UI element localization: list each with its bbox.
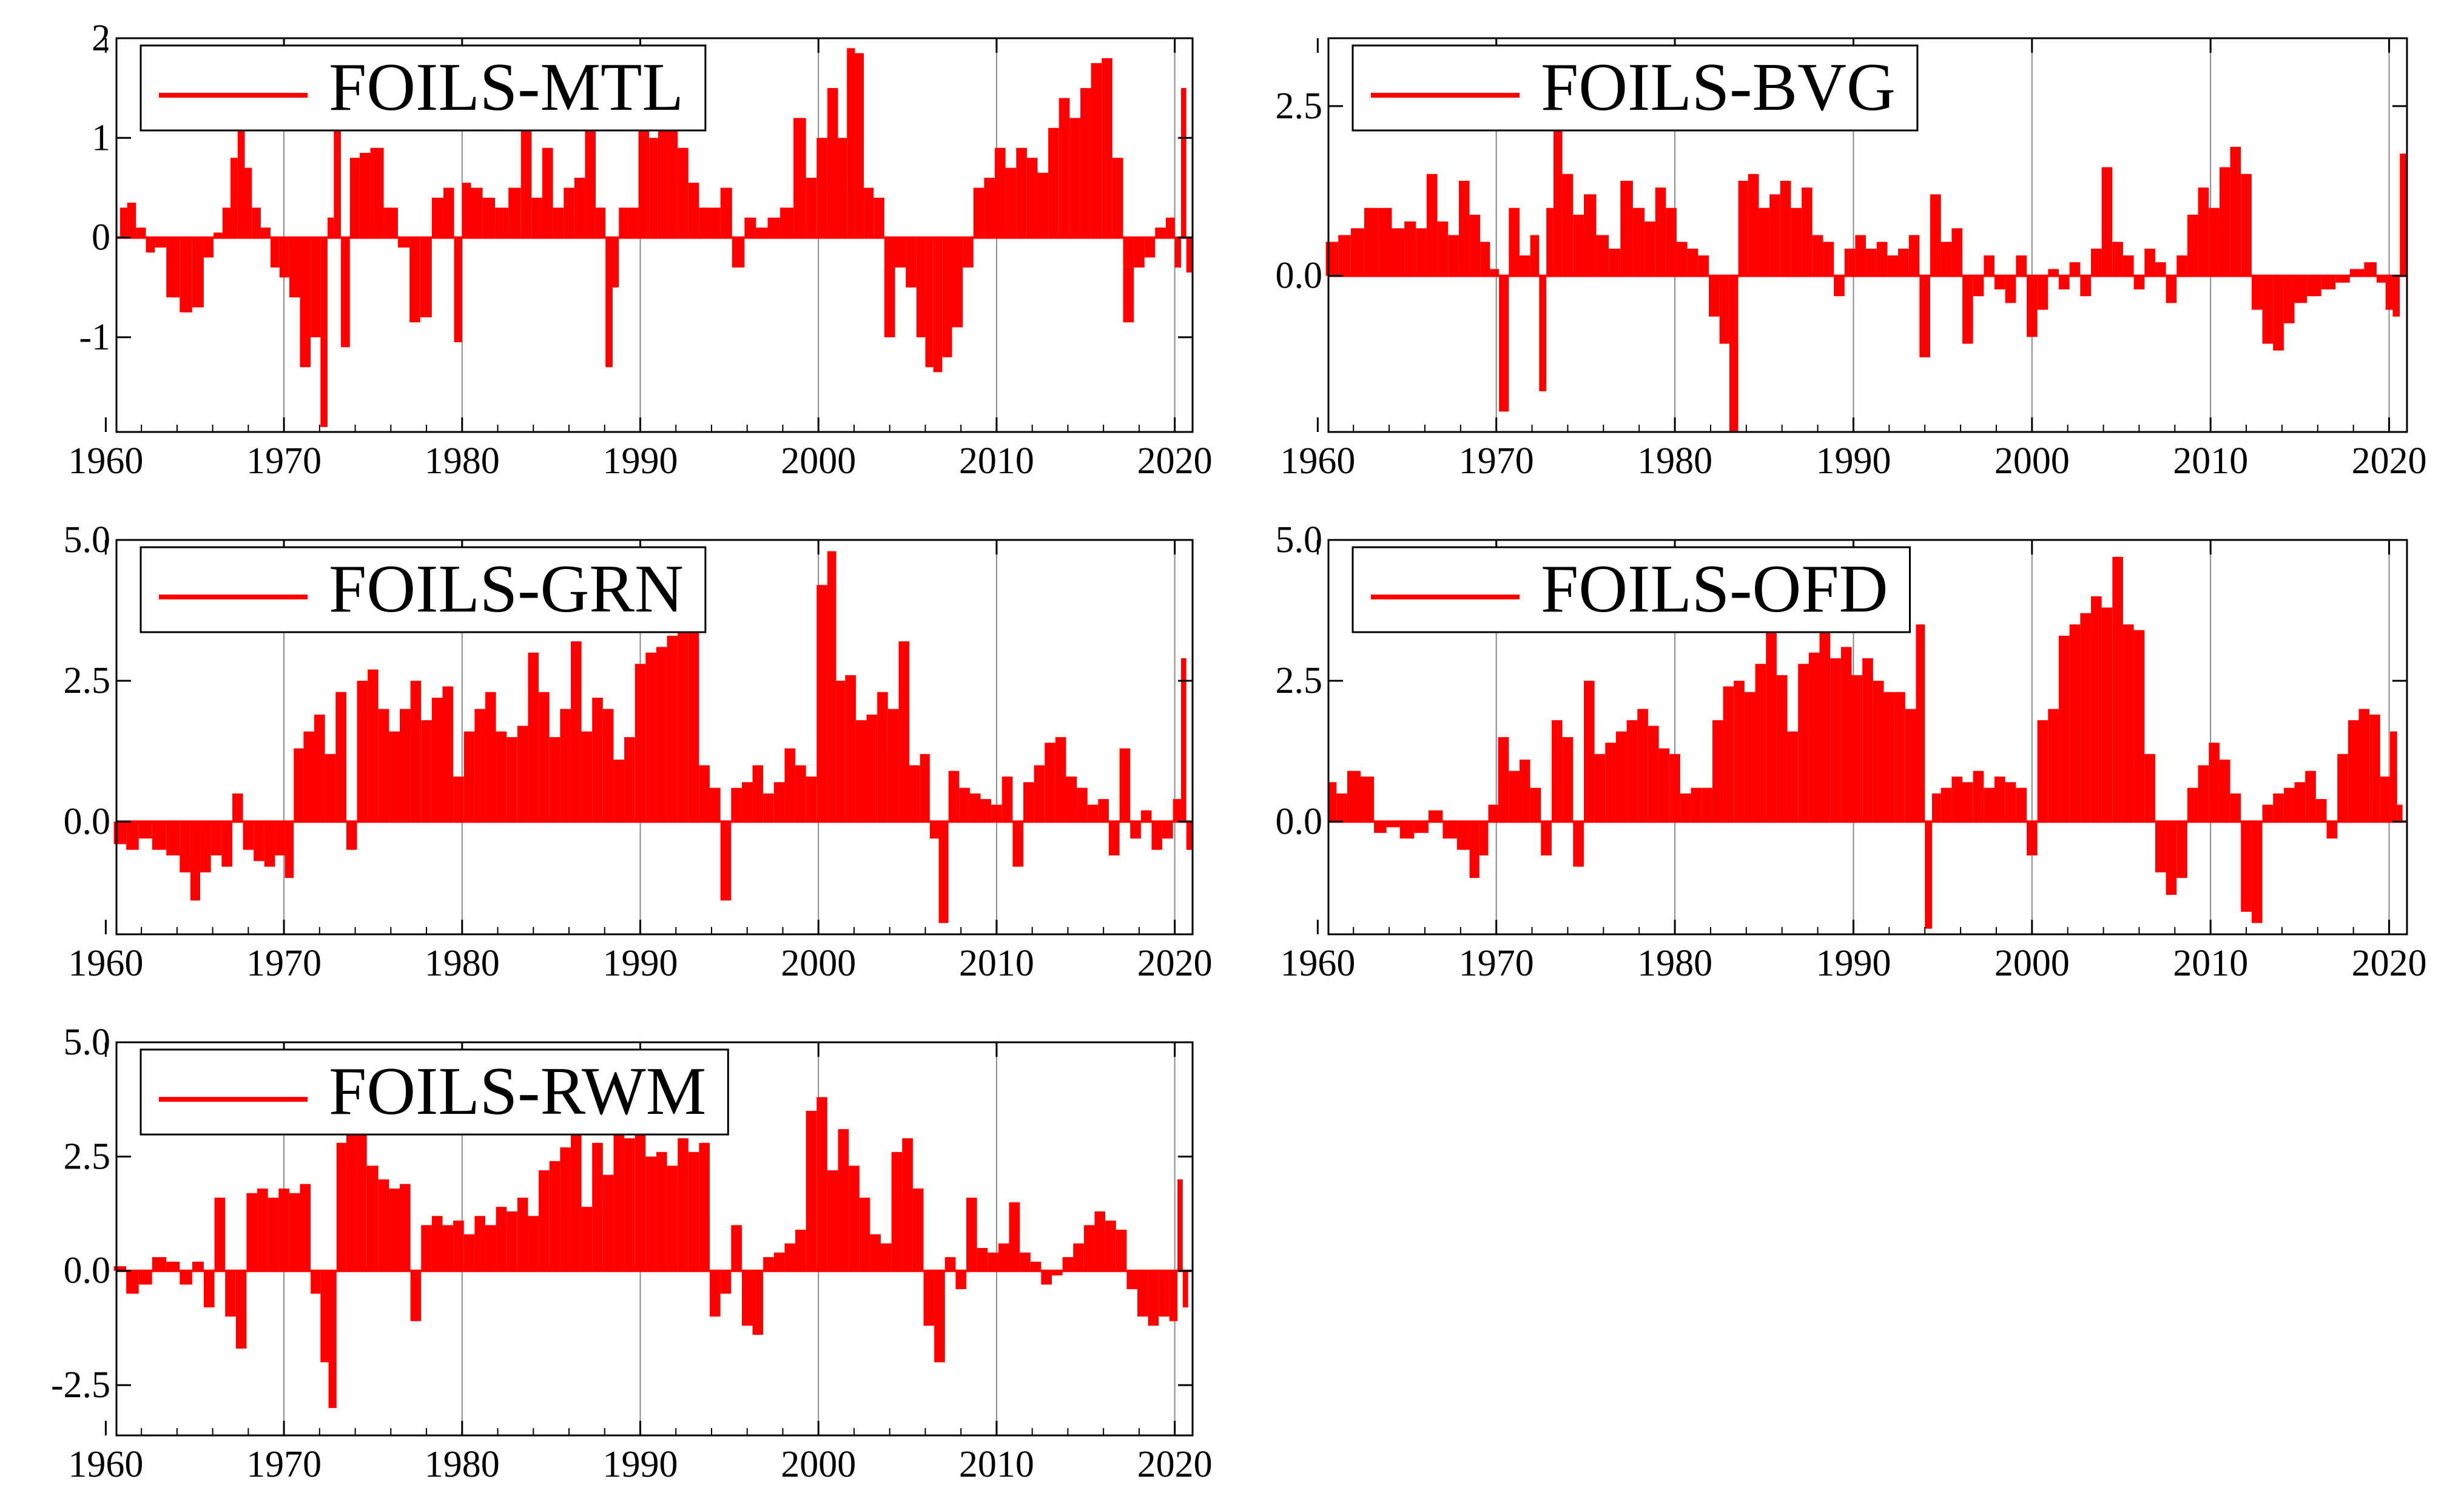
x-tick-label-bvg-1960: 1960 <box>1280 440 1355 482</box>
x-tick-label-bvg-1970: 1970 <box>1459 440 1534 482</box>
x-tick-label-ofd-1970: 1970 <box>1459 943 1534 984</box>
x-tick-label-rwm-2020: 2020 <box>1137 1444 1213 1485</box>
x-tick-label-grn-2000: 2000 <box>781 943 856 984</box>
x-tick-label-grn-1970: 1970 <box>246 943 321 984</box>
x-tick-label-grn-1980: 1980 <box>425 943 500 984</box>
x-tick-label-mtl-1970: 1970 <box>246 440 321 482</box>
y-tick-label-ofd-2-5: 2.5 <box>1276 660 1323 701</box>
y-tick-label-rwm-2-5: 2.5 <box>64 1136 111 1177</box>
y-tick-label-mtl-2: 2 <box>92 18 110 59</box>
x-tick-label-rwm-1960: 1960 <box>68 1444 143 1485</box>
legend-box-grn <box>140 546 707 633</box>
x-tick-label-mtl-1990: 1990 <box>603 440 678 482</box>
panel-foils-grn: 1960 1970 1980 1990 2000 2010 2020 0.0 2.5 5.0 FOI… <box>64 519 1213 984</box>
legend-box-ofd <box>1351 546 1911 633</box>
x-tick-label-bvg-1980: 1980 <box>1637 440 1712 482</box>
x-tick-label-rwm-1980: 1980 <box>425 1444 500 1485</box>
legend-box-bvg <box>1351 44 1919 132</box>
y-tick-label-ofd-0-0: 0.0 <box>1276 801 1323 842</box>
plot-frame-mtl <box>115 37 1194 433</box>
plot-frame-ofd <box>1327 539 2408 936</box>
plot-frame-rwm <box>115 1041 1194 1437</box>
legend-label-foils-mtl: FOILS-MTL <box>329 50 684 125</box>
x-tick-label-grn-2020: 2020 <box>1137 943 1213 984</box>
x-tick-label-ofd-1980: 1980 <box>1637 943 1712 984</box>
bar-rwm-98 <box>1169 1270 1178 1321</box>
x-tick-label-ofd-2020: 2020 <box>2352 943 2427 984</box>
x-tick-label-bvg-2020: 2020 <box>2352 440 2427 482</box>
bar-grn-99 <box>1173 799 1181 822</box>
x-tick-label-rwm-1970: 1970 <box>246 1444 321 1485</box>
x-tick-label-grn-1990: 1990 <box>603 943 678 984</box>
y-tick-label-grn-5-0: 5.0 <box>64 519 111 561</box>
x-tick-label-mtl-1980: 1980 <box>425 440 500 482</box>
x-tick-label-grn-2010: 2010 <box>959 943 1034 984</box>
x-tick-label-mtl-1960: 1960 <box>68 440 143 482</box>
y-tick-label-rwm-0-0: 0.0 <box>64 1250 111 1292</box>
y-tick-label-rwm-5-0: 5.0 <box>64 1022 111 1063</box>
panel-foils-rwm: 1960 1970 1980 1990 2000 2010 2020 -2.5 0.0 2.5 5.… <box>51 1022 1213 1485</box>
legend-label-foils-ofd: FOILS-OFD <box>1541 551 1888 627</box>
y-tick-label-mtl-1: 1 <box>92 117 110 158</box>
bar-mtl-4 <box>155 237 167 248</box>
x-tick-label-bvg-1990: 1990 <box>1816 440 1891 482</box>
panel-foils-ofd: 1960 1970 1980 1990 2000 2010 2020 0.0 2.5 5.0 FOI… <box>1276 519 2427 984</box>
plot-frame-bvg <box>1327 37 2408 433</box>
y-tick-label-mtl-1: -1 <box>79 317 110 358</box>
y-tick-label-grn-0-0: 0.0 <box>64 801 111 842</box>
x-tick-label-bvg-2010: 2010 <box>2173 440 2248 482</box>
legend-box-mtl <box>140 44 707 132</box>
x-tick-label-rwm-2010: 2010 <box>959 1444 1034 1485</box>
bar-mtl-29 <box>398 237 410 248</box>
y-tick-label-mtl-0: 0 <box>92 217 110 258</box>
x-tick-label-mtl-2020: 2020 <box>1137 440 1213 482</box>
x-tick-label-rwm-2000: 2000 <box>781 1444 856 1485</box>
x-tick-label-mtl-2000: 2000 <box>781 440 856 482</box>
y-tick-label-ofd-5-0: 5.0 <box>1276 519 1323 561</box>
legend-label-foils-bvg: FOILS-BVG <box>1541 50 1896 125</box>
legend-label-foils-rwm: FOILS-RWM <box>329 1054 706 1129</box>
x-tick-label-ofd-1960: 1960 <box>1280 943 1355 984</box>
y-tick-label-grn-2-5: 2.5 <box>64 660 111 701</box>
y-tick-label-bvg-2-5: 2.5 <box>1276 86 1323 127</box>
x-tick-label-bvg-2000: 2000 <box>1994 440 2070 482</box>
legend-box-rwm <box>140 1048 729 1136</box>
y-tick-label-bvg-0-0: 0.0 <box>1276 255 1323 297</box>
y-tick-label-rwm-2-5: -2.5 <box>51 1364 110 1406</box>
x-tick-label-grn-1960: 1960 <box>68 943 143 984</box>
x-tick-label-ofd-2010: 2010 <box>2173 943 2248 984</box>
panel-foils-mtl: 1960 1970 1980 1990 2000 2010 2020 -1 0 1 2 FOILS-M… <box>68 18 1212 482</box>
plot-frame-grn <box>115 539 1194 936</box>
x-tick-label-rwm-1990: 1990 <box>603 1444 678 1485</box>
x-tick-label-ofd-2000: 2000 <box>1994 943 2070 984</box>
x-tick-label-mtl-2010: 2010 <box>959 440 1034 482</box>
x-tick-label-ofd-1990: 1990 <box>1816 943 1891 984</box>
panel-foils-bvg: 1960 1970 1980 1990 2000 2010 2020 0.0 2.5 FOILS-… <box>1276 37 2427 482</box>
legend-label-foils-grn: FOILS-GRN <box>329 551 684 627</box>
